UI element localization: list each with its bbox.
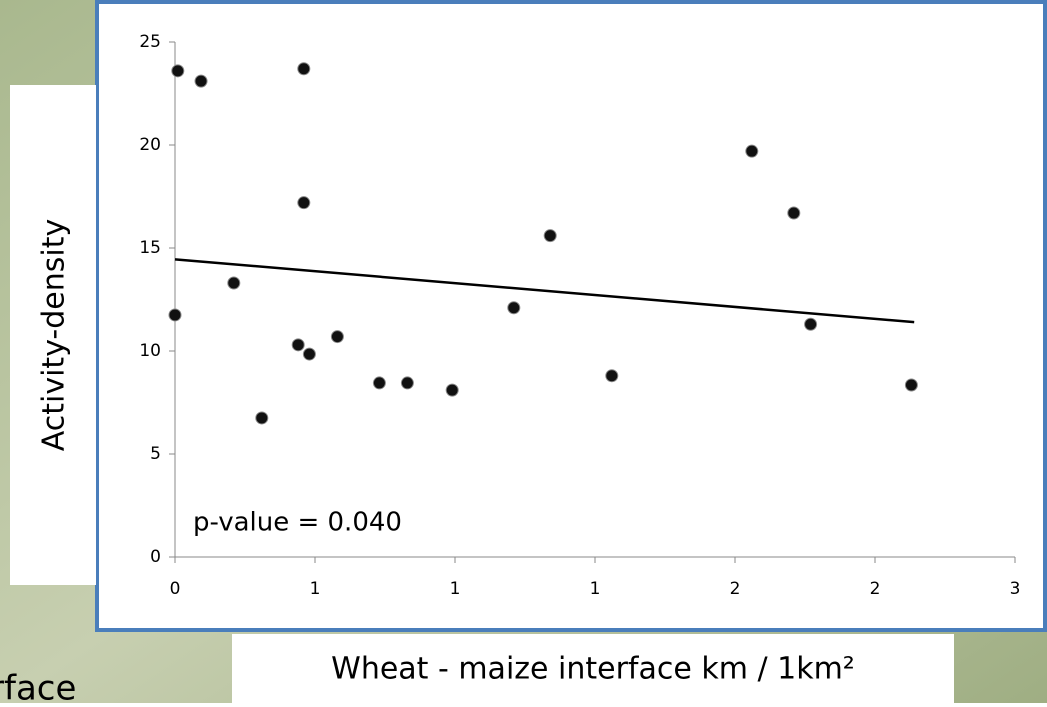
x-tick-label: 2 — [870, 579, 881, 599]
slide: rface Activity-density Wheat - maize int… — [0, 0, 1047, 703]
point — [298, 63, 310, 75]
y-tick-label: 0 — [150, 547, 161, 567]
x-tick-label: 1 — [450, 579, 461, 599]
x-axis-label: Wheat - maize interface km / 1km² — [331, 652, 855, 687]
point — [228, 277, 240, 289]
background-text: rface — [0, 669, 76, 704]
point — [401, 377, 413, 389]
point — [606, 370, 618, 382]
point — [331, 331, 343, 343]
point — [373, 377, 385, 389]
y-tick-label: 15 — [139, 238, 161, 258]
point — [169, 309, 181, 321]
x-tick-label: 1 — [310, 579, 321, 599]
point — [446, 384, 458, 396]
y-axis-label: Activity-density — [37, 219, 72, 452]
point — [544, 230, 556, 242]
y-tick-label: 5 — [150, 444, 161, 464]
point — [172, 65, 184, 77]
point — [256, 412, 268, 424]
point — [298, 197, 310, 209]
point — [805, 318, 817, 330]
x-tick-label: 3 — [1010, 579, 1021, 599]
y-tick-label: 20 — [139, 135, 161, 155]
y-tick-label: 10 — [139, 341, 161, 361]
y-tick-label: 25 — [139, 32, 161, 52]
annotation: p-value = 0.040 — [193, 508, 402, 538]
point — [195, 75, 207, 87]
point — [292, 339, 304, 351]
point — [905, 379, 917, 391]
x-tick-label: 1 — [590, 579, 601, 599]
point — [746, 145, 758, 157]
point — [788, 207, 800, 219]
x-tick-label: 2 — [730, 579, 741, 599]
point — [303, 348, 315, 360]
point — [508, 302, 520, 314]
x-tick-label: 0 — [170, 579, 181, 599]
